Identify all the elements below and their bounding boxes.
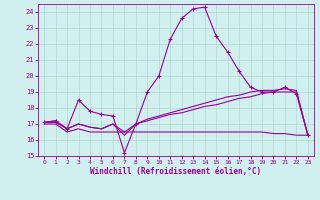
X-axis label: Windchill (Refroidissement éolien,°C): Windchill (Refroidissement éolien,°C) — [91, 167, 261, 176]
